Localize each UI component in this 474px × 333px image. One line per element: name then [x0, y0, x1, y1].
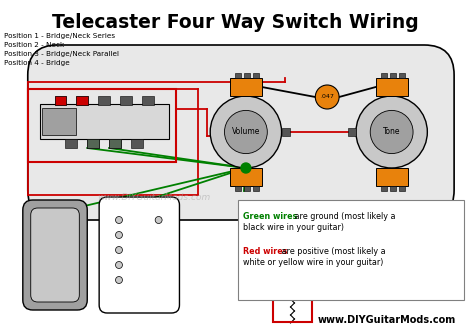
Bar: [376, 168, 408, 186]
Text: black wire in your guitar): black wire in your guitar): [243, 223, 344, 232]
FancyBboxPatch shape: [99, 197, 180, 313]
Circle shape: [315, 85, 339, 109]
Text: www.DIYGuitarMods.com: www.DIYGuitarMods.com: [97, 193, 210, 202]
Circle shape: [370, 111, 413, 154]
Bar: [76, 96, 88, 105]
Bar: [282, 128, 290, 136]
Bar: [42, 108, 76, 135]
Text: Volume: Volume: [232, 128, 260, 137]
Bar: [381, 73, 387, 78]
Text: Tone: Tone: [383, 128, 401, 137]
Bar: [253, 73, 259, 78]
Text: white or yellow wire in your guitar): white or yellow wire in your guitar): [243, 258, 383, 267]
Circle shape: [225, 111, 267, 154]
Text: Telecaster Four Way Switch Wiring: Telecaster Four Way Switch Wiring: [52, 13, 419, 32]
Bar: [277, 213, 309, 237]
Bar: [348, 128, 356, 136]
Bar: [131, 139, 143, 148]
Bar: [55, 96, 66, 105]
Bar: [399, 73, 404, 78]
Bar: [98, 96, 110, 105]
Circle shape: [116, 276, 122, 283]
Circle shape: [155, 216, 162, 223]
Text: Green wires: Green wires: [243, 212, 297, 221]
Bar: [230, 78, 262, 96]
Bar: [120, 96, 132, 105]
Bar: [142, 96, 154, 105]
Bar: [76, 96, 88, 105]
Bar: [399, 186, 404, 191]
Bar: [253, 186, 259, 191]
Bar: [244, 186, 250, 191]
Circle shape: [356, 96, 428, 168]
Circle shape: [116, 216, 122, 223]
Bar: [109, 139, 121, 148]
Text: Position 2 - Neck: Position 2 - Neck: [4, 42, 64, 48]
Text: Position 4 - Bridge: Position 4 - Bridge: [4, 60, 70, 66]
Text: Red wires: Red wires: [243, 247, 287, 256]
Bar: [244, 73, 250, 78]
Text: are positive (most likely a: are positive (most likely a: [279, 247, 385, 256]
Circle shape: [116, 246, 122, 253]
Bar: [235, 186, 241, 191]
Bar: [390, 186, 396, 191]
Bar: [381, 186, 387, 191]
Bar: [87, 139, 99, 148]
Text: are ground (most likely a: are ground (most likely a: [292, 212, 396, 221]
Bar: [390, 73, 396, 78]
Bar: [376, 78, 408, 96]
FancyBboxPatch shape: [28, 45, 454, 220]
Bar: [55, 96, 66, 105]
Bar: [235, 73, 241, 78]
Text: .047: .047: [320, 95, 334, 100]
Bar: [87, 139, 99, 148]
Bar: [65, 139, 77, 148]
Bar: [284, 219, 301, 231]
Bar: [40, 104, 169, 139]
Bar: [238, 200, 464, 300]
Text: Position 3 - Bridge/Neck Parallel: Position 3 - Bridge/Neck Parallel: [4, 51, 119, 57]
Circle shape: [116, 231, 122, 238]
Bar: [230, 168, 262, 186]
Circle shape: [210, 96, 282, 168]
Text: Position 1 - Bridge/Neck Series: Position 1 - Bridge/Neck Series: [4, 33, 115, 39]
FancyBboxPatch shape: [31, 208, 79, 302]
Bar: [28, 89, 176, 162]
Circle shape: [116, 261, 122, 268]
FancyBboxPatch shape: [23, 200, 87, 310]
Bar: [273, 207, 312, 322]
Bar: [109, 139, 121, 148]
Text: www.DIYGuitarMods.com: www.DIYGuitarMods.com: [318, 315, 456, 325]
Circle shape: [241, 163, 251, 173]
